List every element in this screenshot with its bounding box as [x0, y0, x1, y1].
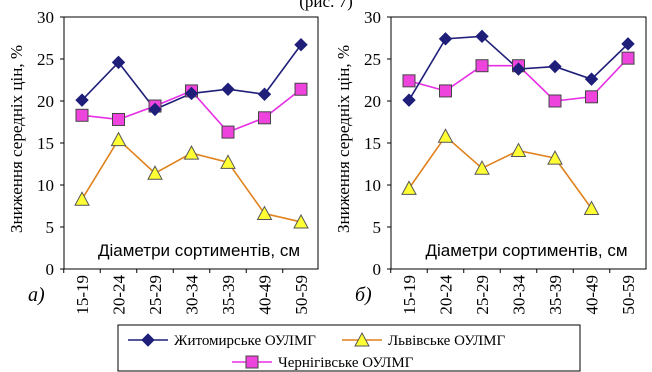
panel-label: а) — [28, 284, 45, 306]
legend: Житомирське ОУЛМГ Львівське ОУЛМГ Чернігів… — [117, 324, 581, 372]
panel-label: б) — [355, 284, 372, 306]
y-tick-label: 20 — [364, 92, 381, 111]
chart-panel-b: 0 5 10 15 20 25 30 15-19 20-24 25-29 30-34 35-39 40-… — [334, 8, 647, 315]
y-tick-label: 15 — [37, 134, 54, 153]
legend-label-chernihiv: Чернігівське ОУЛМГ — [278, 355, 414, 371]
point-lviv — [437, 128, 454, 143]
y-axis-title: Зниження середніх цін, % — [7, 45, 26, 233]
y-axis-title: Зниження середніх цін, % — [334, 45, 353, 233]
y-tick-label: 10 — [37, 176, 54, 195]
x-tick-label: 15-19 — [73, 275, 92, 315]
x-tick-label: 30-34 — [183, 275, 202, 315]
point-zhytomyr — [475, 29, 489, 44]
point-chernihiv — [75, 108, 89, 122]
point-zhytomyr — [438, 32, 453, 46]
point-chernihiv — [258, 111, 271, 125]
x-tick-label: 20-24 — [437, 275, 456, 315]
point-lviv — [547, 150, 563, 165]
x-tick-label: 50-59 — [292, 275, 311, 315]
point-lviv — [74, 191, 90, 206]
y-tick-label: 5 — [373, 218, 382, 237]
point-chernihiv — [475, 59, 489, 73]
x-tick-label: 35-39 — [546, 275, 565, 315]
x-tick-label: 25-29 — [146, 275, 165, 315]
point-zhytomyr — [184, 86, 199, 101]
legend-box — [117, 324, 581, 372]
y-tick-label: 0 — [46, 260, 55, 279]
y-tick-label: 10 — [364, 176, 381, 195]
point-lviv — [401, 180, 417, 195]
point-zhytomyr — [548, 59, 562, 74]
x-tick-label: 35-39 — [219, 275, 238, 315]
point-lviv — [510, 142, 527, 158]
y-tick-label: 25 — [37, 50, 54, 69]
x-tick-label: 15-19 — [400, 275, 419, 315]
point-zhytomyr — [294, 38, 308, 52]
point-zhytomyr — [584, 72, 599, 86]
y-tick-label: 25 — [364, 50, 381, 69]
x-tick-label: 30-34 — [510, 275, 529, 315]
point-chernihiv — [621, 51, 635, 65]
point-chernihiv — [439, 84, 452, 98]
y-tick-label: 30 — [364, 8, 381, 27]
point-lviv — [147, 165, 163, 180]
y-tick-label: 0 — [373, 260, 382, 279]
point-lviv — [583, 200, 600, 216]
point-lviv — [474, 160, 490, 175]
point-zhytomyr — [402, 93, 416, 107]
chart-panel-a: 0 5 10 15 20 25 30 15-19 20-24 25-29 30-34 35-39 40-… — [7, 8, 319, 315]
legend-marker-lviv — [354, 331, 370, 347]
point-chernihiv — [294, 82, 308, 96]
point-zhytomyr — [111, 55, 126, 70]
header-text: (рис. 7) — [299, 0, 352, 11]
point-lviv — [293, 213, 309, 229]
y-tick-label: 30 — [37, 8, 54, 27]
x-axis-title: Діаметри сортиментів, см — [425, 241, 627, 260]
point-chernihiv — [402, 74, 416, 88]
point-lviv — [220, 154, 236, 169]
point-zhytomyr — [221, 82, 235, 96]
series-line-lviv — [408, 135, 593, 209]
point-lviv — [183, 145, 200, 160]
point-zhytomyr — [257, 87, 272, 101]
point-zhytomyr — [148, 102, 162, 117]
point-lviv — [256, 205, 273, 221]
legend-label-lviv: Львівське ОУЛМГ — [388, 333, 506, 349]
legend-label-zhytomyr: Житомирське ОУЛМГ — [174, 333, 316, 349]
x-tick-label: 25-29 — [473, 275, 492, 315]
point-chernihiv — [221, 125, 235, 139]
legend-marker-chernihiv — [245, 355, 259, 369]
x-tick-label: 20-24 — [110, 275, 129, 315]
legend-marker-zhytomyr — [141, 333, 155, 347]
y-tick-label: 5 — [46, 218, 55, 237]
point-zhytomyr — [75, 93, 89, 107]
y-tick-label: 20 — [37, 92, 54, 111]
plot-frame — [63, 16, 319, 270]
point-chernihiv — [112, 112, 125, 126]
x-axis-title: Діаметри сортиментів, см — [98, 241, 300, 260]
x-tick-label: 50-59 — [619, 275, 638, 315]
point-chernihiv — [548, 94, 562, 108]
point-zhytomyr — [621, 37, 635, 51]
x-tick-label: 40-49 — [583, 275, 602, 315]
point-lviv — [110, 131, 127, 147]
y-tick-label: 15 — [364, 134, 381, 153]
x-tick-label: 40-49 — [256, 275, 275, 315]
point-zhytomyr — [511, 62, 526, 76]
point-chernihiv — [585, 90, 598, 104]
